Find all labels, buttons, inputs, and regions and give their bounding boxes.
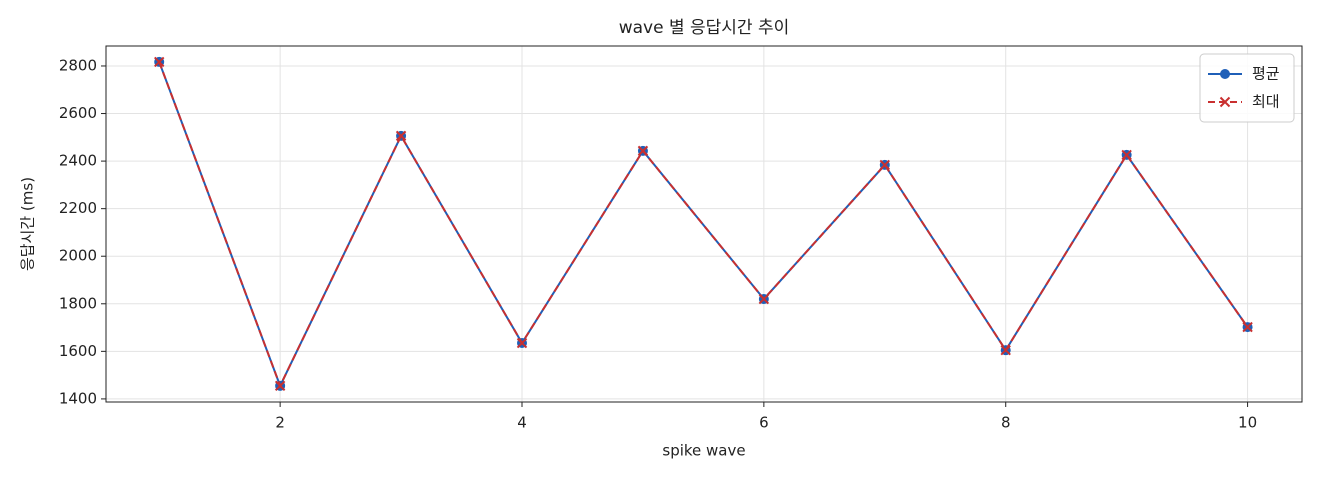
y-tick-label: 2600: [59, 104, 97, 122]
data-point: [637, 145, 649, 157]
y-tick-label: 1400: [59, 389, 97, 407]
x-tick-label: 4: [517, 414, 527, 432]
data-point: [1242, 321, 1253, 333]
legend-marker: [1219, 96, 1231, 108]
data-point: [395, 130, 407, 142]
data-point: [758, 293, 770, 305]
data-point: [516, 337, 528, 349]
chart-title: wave 별 응답시간 추이: [619, 18, 790, 38]
y-tick-label: 2400: [59, 152, 97, 170]
y-tick-label: 1800: [59, 294, 97, 312]
series-line: [158, 61, 1249, 389]
data-point: [879, 159, 890, 171]
x-tick-label: 8: [1001, 414, 1011, 432]
y-tick-label: 2800: [59, 56, 97, 74]
x-axis-label: spike wave: [662, 442, 745, 460]
data-point: [154, 56, 165, 68]
y-tick-label: 2000: [59, 247, 97, 265]
y-tick-label: 1600: [59, 342, 97, 360]
x-tick-label: 2: [275, 414, 285, 432]
legend-label: 평균: [1252, 65, 1280, 83]
legend-box: [1199, 53, 1295, 123]
data-point: [1000, 344, 1011, 356]
legend-label: 최대: [1252, 93, 1280, 111]
x-tick-label: 6: [759, 414, 769, 432]
legend-marker: [1220, 69, 1230, 79]
data-point: [274, 380, 286, 392]
plot-frame: [105, 45, 1303, 403]
y-axis-label: 응답시간 (ms): [19, 177, 37, 271]
y-tick-label: 2200: [59, 199, 97, 217]
data-point: [1121, 149, 1132, 161]
x-tick-label: 10: [1238, 414, 1257, 432]
